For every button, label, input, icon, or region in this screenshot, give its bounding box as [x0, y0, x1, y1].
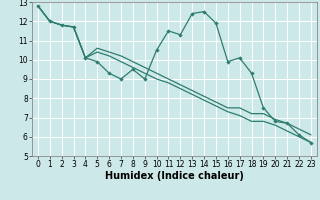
X-axis label: Humidex (Indice chaleur): Humidex (Indice chaleur) [105, 171, 244, 181]
